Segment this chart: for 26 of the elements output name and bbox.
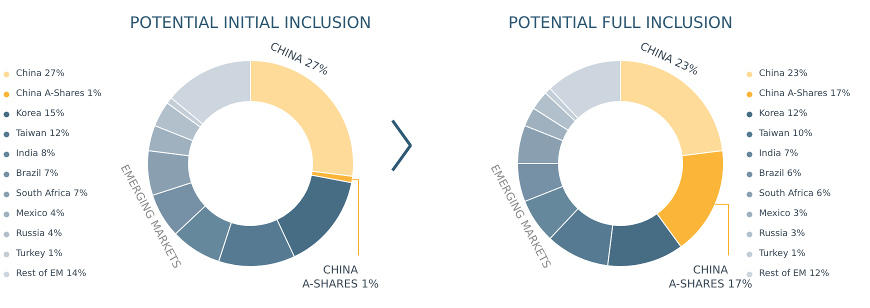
legend-label: Mexico 4% xyxy=(16,208,65,220)
legend-label: China 23% xyxy=(759,68,808,80)
legend-label: China A-Shares 1% xyxy=(16,88,102,100)
legend-label: India 8% xyxy=(16,148,56,160)
legend-label: Brazil 7% xyxy=(16,168,58,180)
legend-label: Korea 15% xyxy=(16,108,64,120)
text: CHINA A-SHARES 17% xyxy=(668,264,752,290)
legend-label: Taiwan 10% xyxy=(759,128,812,140)
legend-label: Korea 12% xyxy=(759,108,808,120)
legend-label: Turkey 1% xyxy=(759,248,806,260)
legend-label: South Africa 7% xyxy=(16,188,88,200)
chart-title: POTENTIAL FULL INCLUSION xyxy=(508,13,733,32)
legend-label: South Africa 6% xyxy=(759,188,831,200)
legend-label: Russia 4% xyxy=(16,228,62,240)
legend-label: Turkey 1% xyxy=(16,248,62,260)
legend-label: Rest of EM 12% xyxy=(759,268,830,280)
legend-label: Mexico 3% xyxy=(759,208,808,220)
legend-label: Brazil 6% xyxy=(759,168,802,180)
legend-label: India 7% xyxy=(759,148,798,160)
legend-label: China A-Shares 17% xyxy=(759,88,850,100)
legend-label: Russia 3% xyxy=(759,228,806,240)
legend-label: Taiwan 12% xyxy=(16,128,70,140)
legend-label: China 27% xyxy=(16,68,65,80)
text: CHINA A-SHARES 1% xyxy=(302,264,379,290)
legend-label: Rest of EM 14% xyxy=(16,268,86,280)
chart-title: POTENTIAL INITIAL INCLUSION xyxy=(130,13,372,32)
